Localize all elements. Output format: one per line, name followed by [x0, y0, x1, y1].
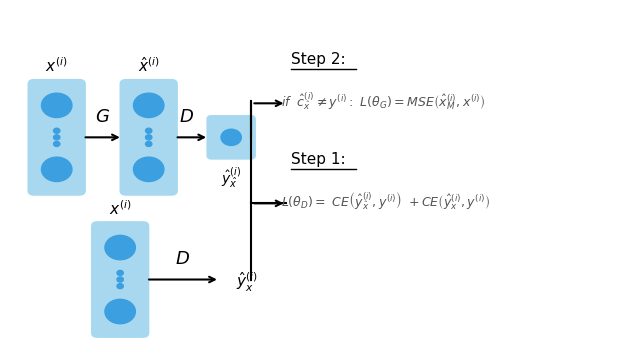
Text: $L(\theta_D) = \ CE\left(\hat{y}_{\hat{x}}^{(i)}, y^{(i)}\right)\ + CE\left(\hat: $L(\theta_D) = \ CE\left(\hat{y}_{\hat{x… — [282, 190, 490, 212]
Text: $\hat{x}^{(i)}$: $\hat{x}^{(i)}$ — [138, 56, 159, 75]
Text: $D$: $D$ — [179, 108, 195, 126]
Circle shape — [54, 142, 60, 147]
Text: $x^{(i)}$: $x^{(i)}$ — [109, 199, 131, 218]
Circle shape — [117, 270, 124, 275]
Circle shape — [54, 128, 60, 133]
Circle shape — [145, 142, 152, 147]
Circle shape — [54, 135, 60, 140]
Circle shape — [42, 93, 72, 118]
Circle shape — [145, 135, 152, 140]
Circle shape — [145, 128, 152, 133]
Text: Step 2:: Step 2: — [291, 52, 346, 67]
Text: $\hat{y}_{x}^{(i)}$: $\hat{y}_{x}^{(i)}$ — [236, 270, 258, 294]
Text: $\hat{y}_{\hat{x}}^{(i)}$: $\hat{y}_{\hat{x}}^{(i)}$ — [221, 165, 241, 190]
FancyBboxPatch shape — [120, 79, 178, 196]
Circle shape — [105, 235, 136, 260]
Text: $D$: $D$ — [175, 250, 189, 268]
Text: Step 1:: Step 1: — [291, 152, 346, 167]
Circle shape — [117, 277, 124, 282]
Text: $G$: $G$ — [95, 108, 110, 126]
Circle shape — [42, 157, 72, 182]
Circle shape — [134, 93, 164, 118]
Circle shape — [134, 157, 164, 182]
Text: $x^{(i)}$: $x^{(i)}$ — [45, 57, 68, 75]
Circle shape — [105, 299, 136, 324]
FancyBboxPatch shape — [91, 221, 149, 338]
FancyBboxPatch shape — [207, 115, 256, 160]
Circle shape — [117, 284, 124, 289]
Circle shape — [221, 129, 241, 145]
FancyBboxPatch shape — [28, 79, 86, 196]
Text: $if\ \ \hat{c}_{\hat{x}}^{(i)} \neq y^{(i)}:\ L(\theta_G) = MSE\left(\hat{x}_M^{: $if\ \ \hat{c}_{\hat{x}}^{(i)} \neq y^{(… — [282, 90, 486, 112]
